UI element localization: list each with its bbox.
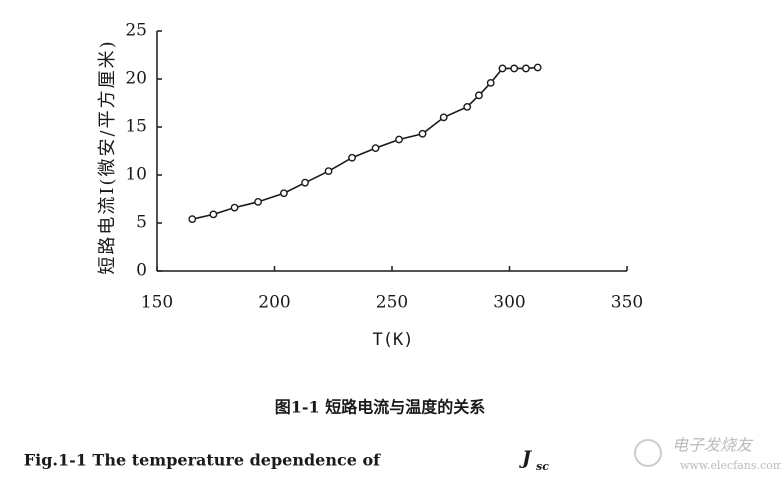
data-point (486, 78, 495, 87)
watermark: 电子发烧友 (672, 436, 754, 455)
x-axis-label: T(K) (373, 330, 414, 350)
y-tick-label: 25 (125, 21, 147, 41)
data-point (439, 113, 448, 122)
data-point (301, 178, 309, 187)
data-point (254, 197, 262, 206)
data-point (209, 210, 218, 219)
watermark-logo (634, 439, 662, 467)
data-point (418, 129, 427, 138)
data-point (324, 167, 333, 176)
y-tick-label: 5 (136, 213, 147, 233)
watermark-url: www.elecfans.com (680, 459, 781, 472)
y-tick-label: 10 (125, 165, 147, 185)
data-point (279, 189, 288, 198)
x-tick-label: 150 (141, 293, 173, 313)
x-tick-label: 350 (611, 293, 643, 313)
caption-symbol-sub: sc (536, 460, 549, 473)
data-point (230, 203, 239, 212)
data-line (192, 66, 538, 220)
data-point (510, 64, 519, 73)
x-tick-label: 200 (258, 293, 290, 313)
data-point (522, 64, 530, 73)
data-point (188, 215, 197, 224)
data-point (348, 153, 356, 162)
data-point (371, 144, 380, 153)
caption-symbol: J (519, 447, 533, 469)
data-point (395, 135, 403, 144)
y-tick-label: 15 (125, 117, 147, 137)
data-point (533, 63, 542, 72)
y-axis-label: 短路电流I(微安/平方厘米) (97, 39, 118, 274)
data-point (463, 102, 472, 111)
caption-en: Fig.1-1 The temperature dependence of (24, 451, 381, 470)
x-tick-label: 300 (493, 293, 525, 313)
caption-cn: 图1-1 短路电流与温度的关系 (275, 398, 485, 417)
y-tick-label: 0 (136, 261, 147, 281)
x-tick-label: 250 (376, 293, 408, 313)
data-point (498, 64, 507, 73)
data-point (475, 91, 483, 100)
y-tick-label: 20 (125, 69, 147, 89)
